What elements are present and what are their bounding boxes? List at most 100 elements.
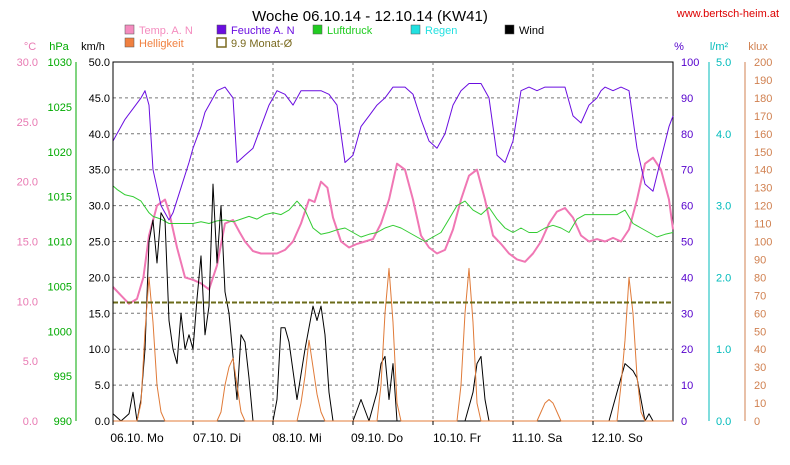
legend-item: Helligkeit: [124, 37, 184, 50]
legend-item: Regen: [410, 24, 457, 37]
x-tick-label: 10.10. Fr: [433, 431, 481, 445]
series-line-wind: [112, 183, 673, 422]
tick-label-lux: 200: [754, 57, 772, 69]
series-layer: [112, 83, 674, 422]
legend-item: Wind: [504, 24, 544, 37]
series-line-feuchte-a-n: [112, 83, 674, 221]
tick-label-temp: 0.0: [23, 416, 38, 428]
axis-unit-wind: km/h: [81, 41, 105, 53]
tick-label-humidity: 90: [681, 93, 693, 105]
tick-label-pressure: 1000: [48, 326, 72, 338]
tick-label-temp: 30.0: [17, 57, 38, 69]
tick-label-temp: 20.0: [17, 177, 38, 189]
x-tick-label: 06.10. Mo: [110, 431, 164, 445]
tick-label-lux: 0: [754, 416, 760, 428]
chart-title: Woche 06.10.14 - 12.10.14 (KW41): [252, 8, 488, 25]
tick-label-wind: 35.0: [89, 165, 110, 177]
tick-label-lux: 130: [754, 183, 772, 195]
legend-swatch: [216, 37, 227, 48]
tick-label-humidity: 0: [681, 416, 687, 428]
legend-swatch: [504, 24, 515, 35]
tick-label-lux: 180: [754, 93, 772, 105]
series-line-luftdruck: [112, 185, 674, 242]
tick-label-humidity: 80: [681, 129, 693, 141]
tick-label-humidity: 40: [681, 272, 693, 284]
legend-label: Feuchte A. N: [231, 25, 295, 37]
tick-label-wind: 10.0: [89, 344, 110, 356]
x-tick-label: 07.10. Di: [193, 431, 241, 445]
x-tick-label: 08.10. Mi: [272, 431, 321, 445]
legend-label: Regen: [425, 25, 457, 37]
tick-label-lux: 70: [754, 290, 766, 302]
tick-label-humidity: 30: [681, 308, 693, 320]
tick-label-lux: 170: [754, 111, 772, 123]
tick-label-lux: 10: [754, 398, 766, 410]
tick-label-humidity: 50: [681, 237, 693, 249]
axis-unit-lux: klux: [748, 41, 768, 53]
tick-label-humidity: 70: [681, 165, 693, 177]
tick-label-wind: 15.0: [89, 308, 110, 320]
tick-label-wind: 40.0: [89, 129, 110, 141]
x-tick-label: 09.10. Do: [351, 431, 403, 445]
legend-swatch: [312, 24, 323, 35]
legend-label: Helligkeit: [139, 38, 184, 50]
tick-label-lux: 190: [754, 75, 772, 87]
tick-label-wind: 50.0: [89, 57, 110, 69]
tick-label-wind: 25.0: [89, 237, 110, 249]
tick-label-humidity: 20: [681, 344, 693, 356]
x-tick-label: 12.10. So: [591, 431, 643, 445]
tick-label-rain: 1.0: [716, 344, 731, 356]
legend-swatch: [410, 24, 421, 35]
legend-item: 9.9 Monat-Ø: [216, 37, 293, 50]
tick-label-lux: 40: [754, 344, 766, 356]
axis-unit-labels: °C hPa km/h% l/m² klux: [24, 41, 768, 53]
tick-label-lux: 120: [754, 201, 772, 213]
series-line-helligkeit: [113, 267, 673, 422]
axis-unit-rain: l/m²: [710, 41, 729, 53]
tick-label-temp: 5.0: [23, 356, 38, 368]
tick-label-temp: 15.0: [17, 237, 38, 249]
tick-label-wind: 30.0: [89, 201, 110, 213]
legend-label: 9.9 Monat-Ø: [231, 38, 293, 50]
tick-label-lux: 80: [754, 272, 766, 284]
tick-label-wind: 45.0: [89, 93, 110, 105]
legend: Temp. A. N Feuchte A. N Luftdruck Regen Wind…: [124, 24, 544, 50]
tick-label-rain: 0.0: [716, 416, 731, 428]
tick-label-pressure: 1020: [48, 147, 72, 159]
tick-label-lux: 140: [754, 165, 772, 177]
tick-label-temp: 25.0: [17, 117, 38, 129]
tick-label-lux: 150: [754, 147, 772, 159]
tick-label-pressure: 1005: [48, 281, 72, 293]
legend-item: Luftdruck: [312, 24, 373, 37]
x-tick-label: 11.10. Sa: [512, 431, 563, 445]
tick-label-humidity: 10: [681, 380, 693, 392]
legend-swatch: [124, 24, 135, 35]
tick-label-lux: 20: [754, 380, 766, 392]
legend-item: Temp. A. N: [124, 24, 193, 37]
tick-label-pressure: 1025: [48, 102, 72, 114]
tick-label-pressure: 1010: [48, 237, 72, 249]
website-label: www.bertsch-heim.at: [676, 8, 779, 20]
tick-label-wind: 0.0: [95, 416, 110, 428]
tick-label-temp: 10.0: [17, 296, 38, 308]
legend-label: Luftdruck: [327, 25, 373, 37]
legend-swatch: [124, 37, 135, 48]
tick-label-wind: 20.0: [89, 272, 110, 284]
tick-label-rain: 5.0: [716, 57, 731, 69]
tick-label-lux: 110: [754, 219, 772, 231]
legend-swatch: [216, 24, 227, 35]
tick-layer: 0.05.010.015.020.025.030.099099510001005…: [17, 57, 773, 445]
axis-unit-pressure: hPa: [49, 41, 69, 53]
legend-label: Wind: [519, 25, 544, 37]
tick-label-wind: 5.0: [95, 380, 110, 392]
tick-label-pressure: 990: [54, 416, 72, 428]
tick-label-humidity: 100: [681, 57, 699, 69]
tick-label-lux: 90: [754, 254, 766, 266]
tick-label-lux: 50: [754, 326, 766, 338]
tick-label-humidity: 60: [681, 201, 693, 213]
legend-item: Feuchte A. N: [216, 24, 295, 37]
tick-label-rain: 2.0: [716, 272, 731, 284]
tick-label-pressure: 1015: [48, 192, 72, 204]
